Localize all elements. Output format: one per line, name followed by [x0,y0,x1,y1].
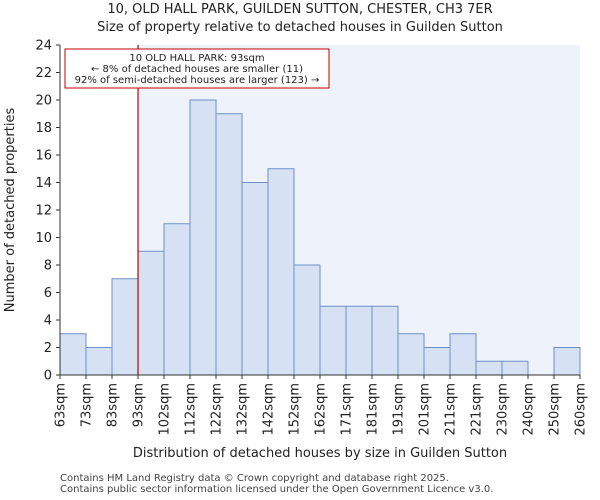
x-tick-label: 211sqm [444,383,459,436]
y-tick-label: 4 [44,314,52,329]
x-axis-label: Distribution of detached houses by size … [133,446,507,461]
x-tick-label: 102sqm [158,383,173,436]
x-tick-label: 171sqm [340,383,355,436]
y-tick-label: 8 [44,259,52,274]
y-tick-label: 18 [35,121,52,136]
x-tick-label: 63sqm [54,383,69,427]
x-tick-label: 230sqm [496,383,511,436]
histogram-bar [267,168,295,376]
y-tick-label: 20 [35,94,52,109]
x-tick-label: 260sqm [574,383,589,436]
histogram-bar [85,347,113,376]
annotation-larger: 92% of semi-detached houses are larger (… [75,75,320,86]
y-tick-label: 22 [35,66,52,81]
histogram-bar [189,99,217,376]
histogram-bar [449,333,477,376]
histogram-bar [163,223,191,376]
histogram-bar [319,305,347,376]
x-tick-label: 240sqm [522,383,537,436]
histogram-bar [293,264,321,376]
x-tick-label: 250sqm [548,383,563,436]
histogram-bar [345,305,373,376]
x-tick-label: 122sqm [210,383,225,436]
histogram-bar [397,333,425,376]
x-tick-label: 162sqm [314,383,329,436]
y-tick-label: 2 [44,341,52,356]
x-tick-label: 73sqm [80,383,95,427]
x-tick-label: 93sqm [132,383,147,427]
y-tick-label: 6 [44,286,52,301]
x-tick-label: 191sqm [392,383,407,436]
y-tick-label: 24 [35,39,52,54]
y-tick-label: 0 [44,369,52,384]
histogram-bar [111,278,139,376]
y-tick-label: 10 [35,231,52,246]
x-tick-label: 201sqm [418,383,433,436]
footer-copyright: Contains HM Land Registry data © Crown c… [60,473,449,484]
annotation-smaller: ← 8% of detached houses are smaller (11) [91,64,303,75]
histogram-bar [215,113,243,376]
chart-title: 10, OLD HALL PARK, GUILDEN SUTTON, CHEST… [107,2,493,17]
y-tick-label: 16 [35,149,52,164]
x-tick-label: 221sqm [470,383,485,436]
histogram-bar [501,360,529,376]
histogram-bar [59,333,87,376]
x-tick-label: 142sqm [262,383,277,436]
histogram-bar [423,347,451,376]
chart-subtitle: Size of property relative to detached ho… [97,20,503,35]
y-tick-label: 14 [35,176,52,191]
x-tick-label: 112sqm [184,383,199,436]
histogram-bar [137,250,165,376]
x-tick-label: 152sqm [288,383,303,436]
histogram-bar [371,305,399,376]
footer-licence: Contains public sector information licen… [60,484,494,495]
histogram-bar [553,347,581,376]
x-tick-label: 181sqm [366,383,381,436]
y-axis-label: Number of detached properties [3,108,18,313]
histogram-bar [475,360,503,376]
x-tick-label: 83sqm [106,383,121,427]
annotation-title: 10 OLD HALL PARK: 93sqm [129,53,264,64]
histogram-bar [241,182,269,376]
x-tick-label: 132sqm [236,383,251,436]
y-tick-label: 12 [35,204,52,219]
annotation-box [64,48,330,89]
